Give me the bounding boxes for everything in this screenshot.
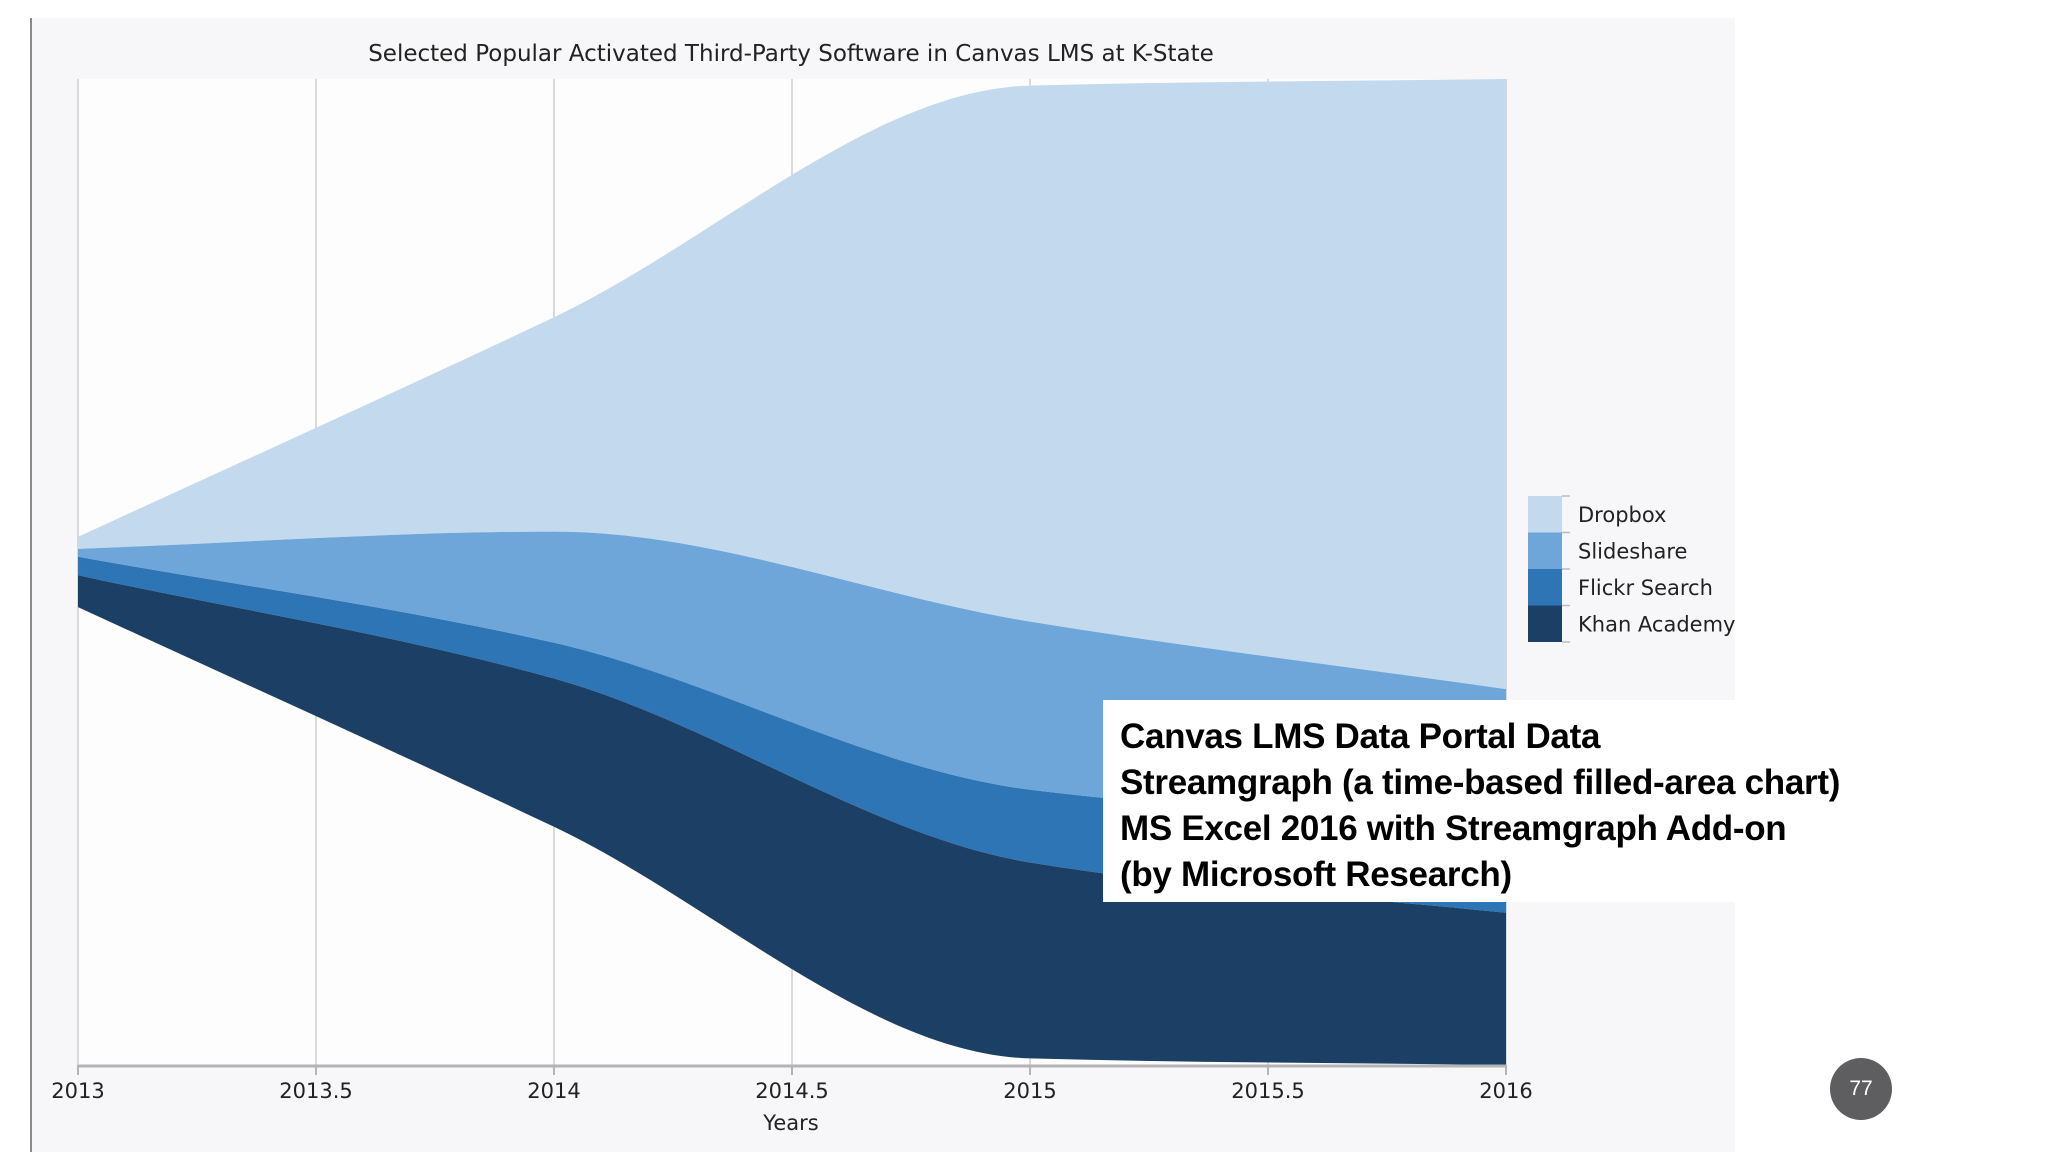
x-tick-label: 2015.5 <box>1231 1079 1304 1103</box>
x-tick-label: 2015 <box>1003 1079 1056 1103</box>
stream-layer-khan-academy <box>78 575 1506 1065</box>
legend-label: Khan Academy <box>1578 613 1735 637</box>
legend-swatch <box>1528 496 1562 533</box>
caption-line: MS Excel 2016 with Streamgraph Add-on <box>1120 809 1787 848</box>
x-tick-label: 2014 <box>527 1079 580 1103</box>
legend-swatch <box>1528 605 1562 642</box>
legend-label: Slideshare <box>1578 540 1687 564</box>
caption-line: Canvas LMS Data Portal Data <box>1120 717 1601 756</box>
legend-swatch <box>1528 569 1562 606</box>
legend-swatch <box>1528 532 1562 569</box>
legend: Dropbox Slideshare Flickr Search Khan Acade… <box>1528 495 1735 643</box>
legend-label: Dropbox <box>1578 503 1666 527</box>
caption-line: (by Microsoft Research) <box>1120 855 1512 894</box>
x-axis-title: Years <box>762 1111 818 1135</box>
x-tick-label: 2013 <box>51 1079 104 1103</box>
x-tick-label: 2013.5 <box>279 1079 352 1103</box>
stream-layer-dropbox <box>78 79 1506 690</box>
page-number-badge: 77 <box>1830 1058 1892 1120</box>
x-tick-label: 2016 <box>1479 1079 1532 1103</box>
caption-box: Canvas LMS Data Portal Data Streamgraph … <box>1103 700 1841 902</box>
x-tick-labels: 2013 2013.5 2014 2014.5 2015 2015.5 2016 <box>51 1065 1533 1103</box>
x-tick-label: 2014.5 <box>755 1079 828 1103</box>
chart-title: Selected Popular Activated Third-Party S… <box>368 41 1214 67</box>
legend-label: Flickr Search <box>1578 576 1713 600</box>
caption-line: Streamgraph (a time-based filled-area ch… <box>1120 763 1841 802</box>
